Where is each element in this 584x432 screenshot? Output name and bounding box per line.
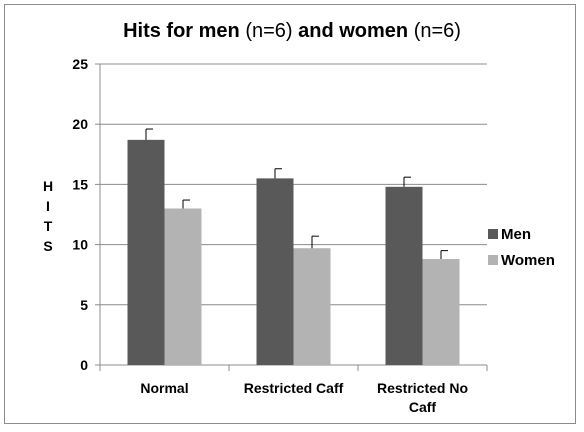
- y-tick-label-25: 25: [72, 56, 88, 72]
- legend-label-men: Men: [501, 226, 531, 243]
- y-label-letter-0: H: [43, 178, 53, 194]
- legend-swatch-women: [488, 255, 498, 265]
- title-part-3: (n=6): [414, 20, 461, 42]
- bar-men-1: [256, 178, 294, 365]
- category-labels: Normal Restricted Caff Restricted No Caff: [140, 380, 468, 415]
- y-label-letter-3: S: [43, 238, 52, 254]
- error-bars: [145, 128, 448, 260]
- y-tick-label-15: 15: [72, 176, 88, 192]
- bars: [127, 139, 460, 365]
- chart-title-text: Hits for men (n=6) and women (n=6): [123, 20, 461, 42]
- y-tick-label-5: 5: [80, 297, 88, 313]
- bar-men-0: [127, 139, 165, 365]
- category-label-2-1: Caff: [409, 399, 437, 415]
- title-part-1: (n=6): [245, 20, 292, 42]
- title-part-2: and women: [293, 20, 414, 42]
- y-tick-labels: 0 5 10 15 20 25: [72, 56, 88, 373]
- title-part-0: Hits for men: [123, 20, 245, 42]
- y-tick-label-0: 0: [80, 357, 88, 373]
- y-tick-label-10: 10: [72, 237, 88, 253]
- bar-women-1: [293, 248, 331, 365]
- y-label-letter-2: T: [44, 218, 53, 234]
- bar-women-0: [164, 208, 202, 365]
- legend-swatch-men: [488, 229, 498, 239]
- bar-women-2: [422, 259, 460, 365]
- legend: Men Women: [488, 226, 555, 269]
- category-label-2-0: Restricted No: [377, 380, 468, 396]
- y-label-letter-1: I: [46, 198, 50, 214]
- category-label-0-0: Normal: [140, 380, 188, 396]
- legend-label-women: Women: [501, 252, 555, 269]
- y-tick-label-20: 20: [72, 116, 88, 132]
- chart-title: Hits for men (n=6) and women (n=6): [123, 20, 461, 42]
- bar-men-2: [385, 186, 423, 365]
- category-label-1-0: Restricted Caff: [244, 380, 344, 396]
